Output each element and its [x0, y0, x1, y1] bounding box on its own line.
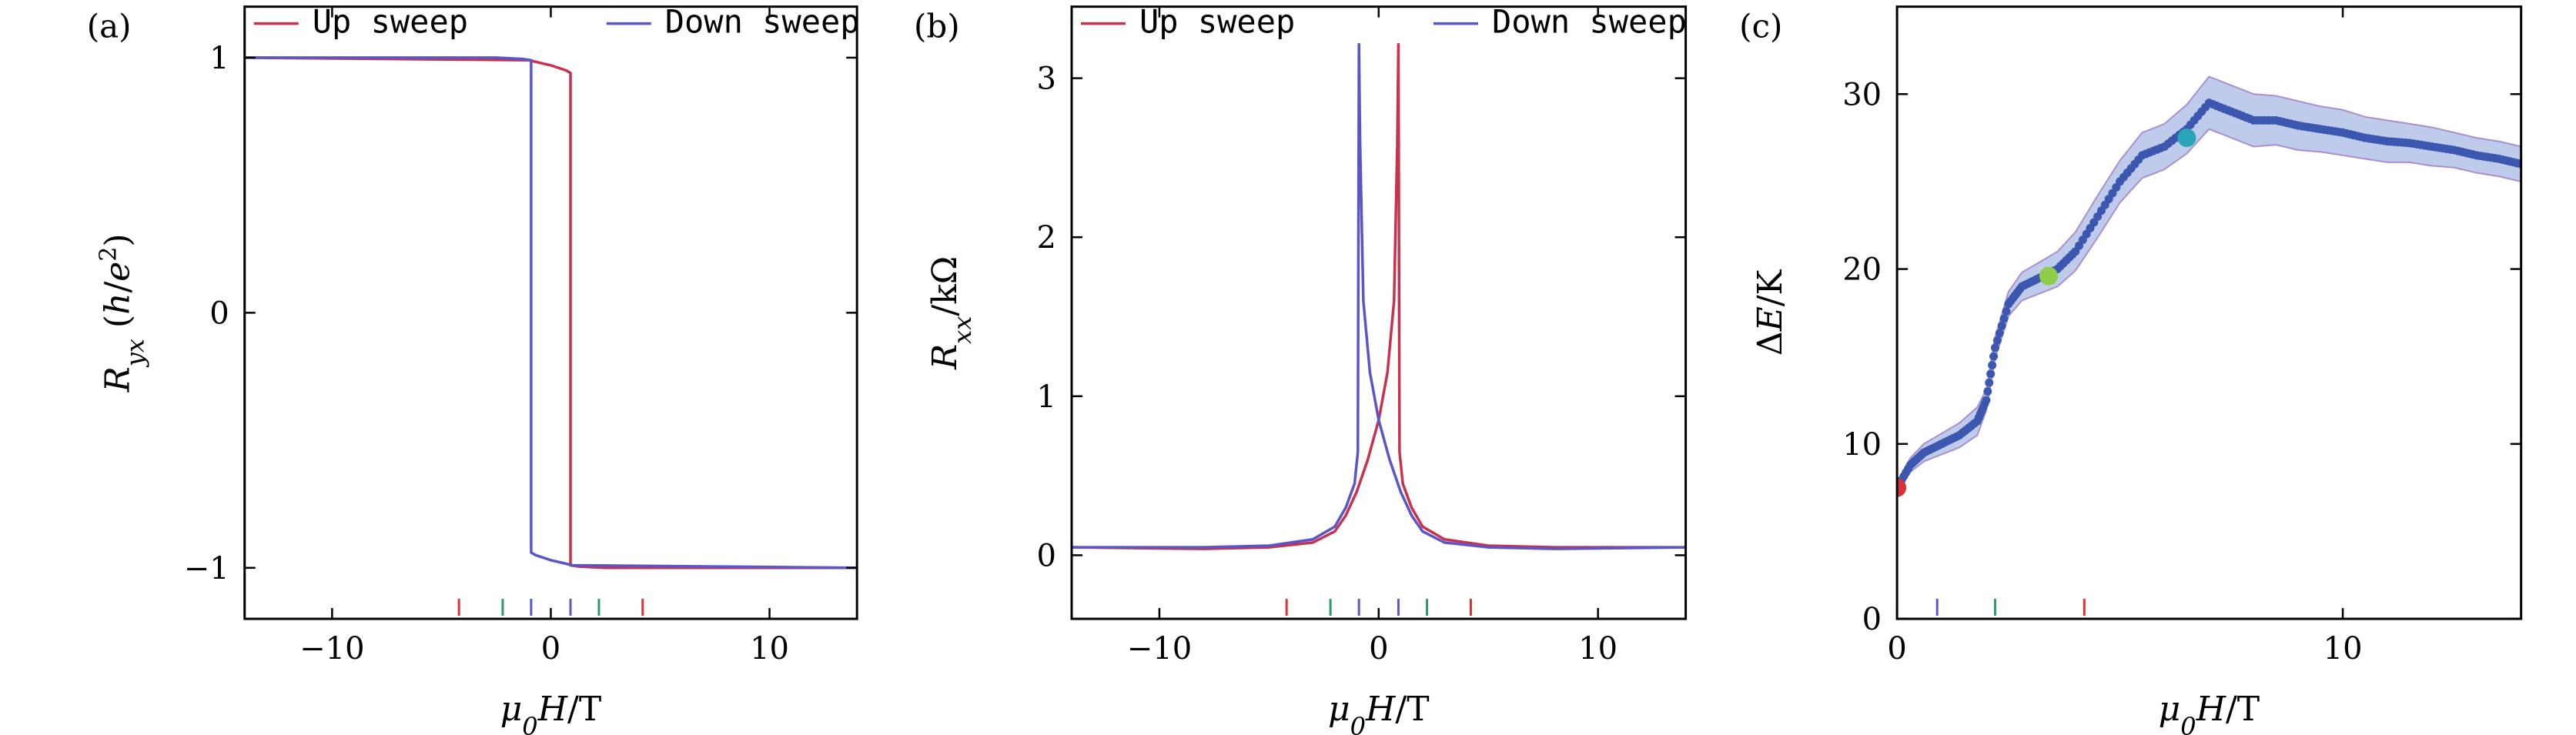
data-point: [1986, 369, 1996, 379]
data-point: [1990, 343, 1999, 352]
uncertainty-band: [1897, 75, 2521, 495]
series-line-0: [1072, 43, 1686, 550]
x-tick-label: 10: [2323, 631, 2363, 667]
x-tick-label: 10: [750, 631, 789, 667]
highlighted-point: [2039, 266, 2058, 286]
y-tick-label: 0: [209, 296, 229, 331]
legend-label: Down sweep: [1492, 3, 1687, 41]
x-tick-label: 0: [1369, 631, 1388, 667]
panel-label: (c): [1739, 8, 1782, 45]
y-axis-label: ΔE/K: [1751, 269, 1790, 356]
axes-frame: [243, 5, 858, 620]
x-tick-label: 0: [541, 631, 560, 667]
data-point: [1982, 396, 1991, 405]
series-line-0: [244, 56, 858, 570]
axes-frame: [1070, 5, 1688, 620]
y-tick-label: −1: [184, 551, 229, 586]
x-axis-label: μ0H/T: [2159, 690, 2260, 735]
legend-label: Down sweep: [665, 3, 860, 41]
highlighted-point: [1897, 478, 1907, 497]
data-point: [1983, 387, 1992, 396]
highlighted-point: [2177, 129, 2196, 148]
legend-label: Up sweep: [1139, 3, 1295, 41]
series-line-1: [244, 56, 858, 570]
y-tick-label: 3: [1037, 62, 1056, 97]
x-tick-label: 10: [1578, 631, 1618, 667]
data-point: [1995, 329, 2004, 338]
series-line-1: [1072, 43, 1686, 550]
chart-panel-1: −10 0 10 0 1 2 3 μ0H/T Rxx/kΩ (b) Up sweep Down swe…: [914, 3, 1688, 735]
y-tick-label: 2: [1037, 220, 1056, 256]
data-point: [1999, 314, 2009, 323]
legend: Up sweep Down sweep: [1081, 3, 1687, 41]
chart-panel-2: 0 10 0 10 20 30 μ0H/T ΔE/K (c): [1739, 5, 2523, 735]
x-tick-label: −10: [299, 631, 364, 667]
y-tick-label: 20: [1842, 252, 1882, 288]
y-tick-label: 30: [1842, 77, 1882, 112]
y-axis-label: Rxx/kΩ: [925, 256, 977, 370]
x-tick-label: 0: [1887, 631, 1906, 667]
x-axis-label: μ0H/T: [1328, 690, 1430, 735]
data-point: [1989, 352, 1999, 361]
data-point: [1997, 321, 2006, 330]
y-tick-label: 0: [1037, 538, 1056, 573]
y-tick-label: 1: [209, 41, 229, 76]
y-tick-label: 10: [1842, 427, 1882, 463]
y-axis-label: Ryx (h/e2): [95, 233, 150, 393]
panel-label: (b): [914, 8, 960, 45]
data-point: [1988, 361, 1997, 370]
legend-label: Up sweep: [313, 3, 468, 41]
x-axis-label: μ0H/T: [500, 690, 602, 735]
data-point: [2002, 306, 2011, 316]
legend: Up sweep Down sweep: [253, 3, 860, 41]
data-point: [1985, 378, 1994, 387]
y-tick-label: 1: [1037, 379, 1056, 415]
y-tick-label: 0: [1862, 602, 1882, 637]
x-tick-label: −10: [1127, 631, 1192, 667]
axes-frame: [1895, 5, 2523, 620]
panel-label: (a): [87, 8, 132, 45]
data-point: [1992, 336, 2002, 345]
